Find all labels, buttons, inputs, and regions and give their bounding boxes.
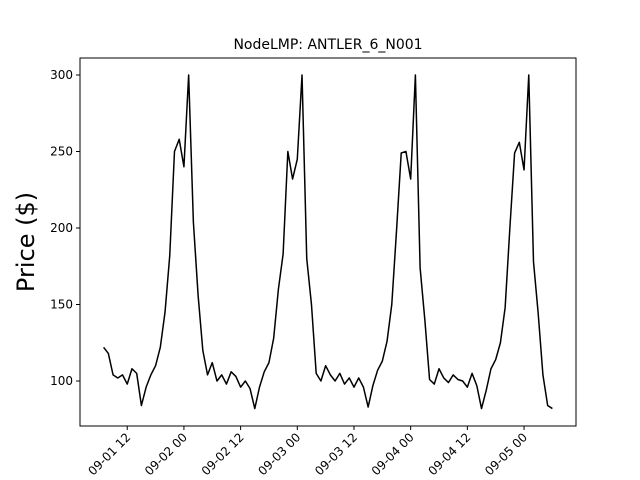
chart-title: NodeLMP: ANTLER_6_N001 bbox=[233, 37, 422, 53]
x-tick-label: 09-02 12 bbox=[199, 430, 247, 478]
y-tick-label: 200 bbox=[50, 221, 73, 235]
x-tick-label: 09-04 00 bbox=[369, 430, 417, 478]
series-line bbox=[103, 74, 553, 410]
x-tick-label: 09-01 12 bbox=[85, 430, 133, 478]
y-tick-label: 150 bbox=[50, 298, 73, 312]
y-tick-label: 100 bbox=[50, 374, 73, 388]
y-axis-label: Price ($) bbox=[12, 192, 40, 292]
x-tick-label: 09-03 12 bbox=[312, 430, 360, 478]
x-tick-label: 09-04 12 bbox=[425, 430, 473, 478]
y-tick-label: 250 bbox=[50, 144, 73, 158]
x-tick-label: 09-02 00 bbox=[142, 430, 190, 478]
x-tick-label: 09-03 00 bbox=[255, 430, 303, 478]
plot-frame bbox=[79, 57, 577, 427]
y-tick-label: 300 bbox=[50, 68, 73, 82]
x-tick-label: 09-05 00 bbox=[482, 430, 530, 478]
